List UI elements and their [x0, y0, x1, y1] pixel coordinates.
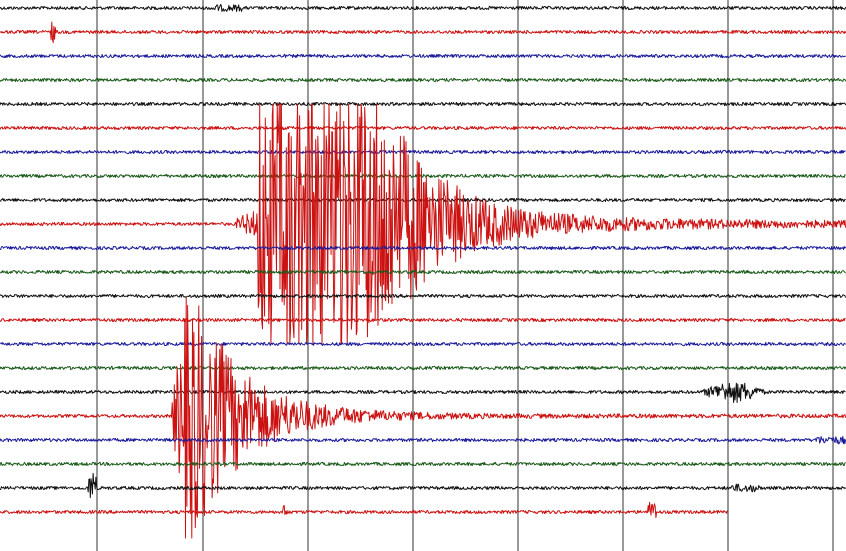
trace	[0, 317, 846, 323]
traces	[0, 4, 846, 539]
trace	[0, 382, 846, 403]
trace	[0, 4, 846, 12]
trace	[0, 293, 846, 299]
trace	[0, 435, 846, 445]
trace	[0, 149, 846, 155]
trace	[0, 365, 846, 371]
trace	[0, 501, 728, 519]
trace	[0, 297, 846, 539]
trace	[0, 53, 846, 59]
trace	[0, 461, 846, 467]
trace	[0, 341, 846, 347]
trace	[0, 125, 846, 131]
trace	[0, 21, 846, 44]
trace	[0, 101, 846, 107]
trace	[0, 173, 846, 179]
trace	[0, 269, 846, 275]
trace	[0, 472, 846, 499]
trace	[0, 197, 846, 203]
trace	[0, 77, 846, 83]
time-grid	[96, 0, 834, 551]
trace	[0, 245, 846, 251]
